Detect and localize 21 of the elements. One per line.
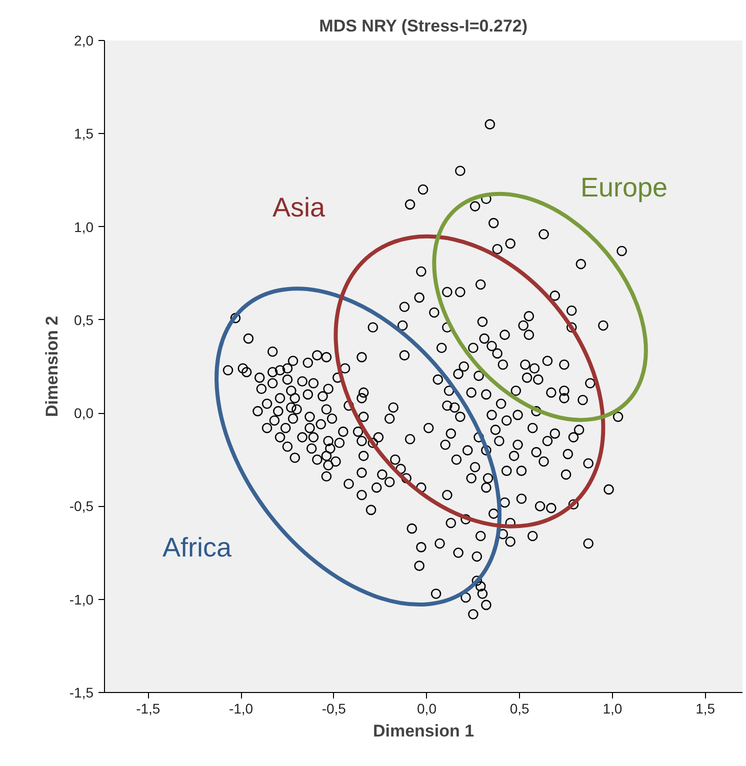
annotation: Africa bbox=[162, 532, 232, 562]
y-tick-label: 0,0 bbox=[74, 405, 94, 422]
y-tick-label: -1,5 bbox=[69, 684, 94, 700]
x-tick-label: -1,5 bbox=[136, 700, 160, 716]
x-tick-label: 0,5 bbox=[510, 700, 530, 716]
y-tick-label: 2,0 bbox=[74, 32, 94, 48]
y-tick-label: -0,5 bbox=[69, 498, 94, 514]
x-tick-label: 1,5 bbox=[696, 700, 716, 716]
x-tick-label: -0,5 bbox=[322, 700, 346, 716]
x-tick-label: -1,0 bbox=[228, 700, 254, 716]
annotation: Europe bbox=[580, 172, 668, 202]
y-tick-label: 1,5 bbox=[74, 126, 94, 142]
annotation: Asia bbox=[272, 192, 326, 222]
x-tick-label: 1,0 bbox=[602, 700, 622, 716]
y-axis-title: Dimension 2 bbox=[42, 316, 62, 418]
chart-title: MDS NRY (Stress-I=0.272) bbox=[319, 16, 528, 36]
x-tick-label: 0,0 bbox=[417, 700, 437, 716]
x-axis-title: Dimension 1 bbox=[372, 722, 474, 740]
y-tick-label: 0,5 bbox=[74, 312, 94, 328]
y-tick-label: 1,0 bbox=[74, 218, 94, 235]
y-tick-label: -1,0 bbox=[69, 591, 94, 608]
